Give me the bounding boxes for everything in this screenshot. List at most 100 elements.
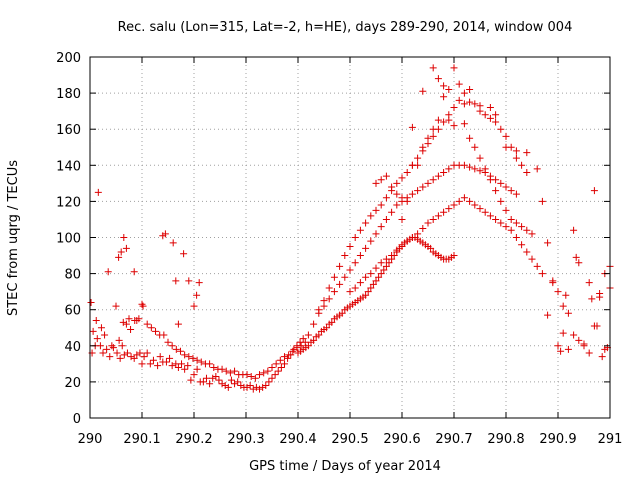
data-point — [143, 349, 151, 357]
data-point — [206, 360, 214, 368]
data-point — [398, 215, 406, 223]
data-point — [362, 219, 370, 227]
data-point — [310, 320, 318, 328]
data-point — [136, 349, 144, 357]
data-point — [277, 363, 285, 371]
data-point — [190, 371, 198, 379]
data-point — [455, 80, 463, 88]
data-point — [189, 354, 197, 362]
data-point — [512, 147, 520, 155]
data-point — [112, 302, 120, 310]
data-point — [172, 277, 180, 285]
data-point — [471, 201, 479, 209]
data-point — [533, 165, 541, 173]
data-point — [101, 331, 109, 339]
data-point — [419, 87, 427, 95]
data-point — [382, 215, 390, 223]
data-point — [372, 264, 380, 272]
data-point — [268, 363, 276, 371]
data-point — [372, 179, 380, 187]
data-point — [538, 270, 546, 278]
data-point — [146, 360, 154, 368]
data-point — [234, 378, 242, 386]
data-point — [120, 234, 128, 241]
data-point — [181, 365, 189, 373]
data-point — [518, 223, 526, 231]
data-point — [362, 244, 370, 252]
data-point — [369, 280, 377, 288]
data-point — [590, 187, 598, 195]
data-point — [92, 317, 100, 325]
data-point — [152, 327, 160, 335]
data-point — [149, 356, 157, 364]
data-point — [429, 125, 437, 133]
data-point — [429, 176, 437, 184]
data-point — [122, 244, 130, 252]
data-point — [372, 277, 380, 285]
data-point — [127, 326, 135, 334]
data-point — [476, 102, 484, 110]
data-point — [212, 372, 220, 380]
data-point — [403, 197, 411, 205]
data-point — [174, 363, 182, 371]
data-point — [512, 219, 520, 227]
data-point — [445, 165, 453, 173]
data-point — [265, 378, 273, 386]
data-point — [544, 311, 552, 319]
data-point — [424, 219, 432, 227]
data-point — [276, 356, 284, 364]
data-point — [518, 241, 526, 249]
data-point — [104, 268, 112, 276]
data-point — [178, 360, 186, 368]
data-point — [497, 219, 505, 227]
x-tick-label: 290.2 — [175, 432, 212, 447]
data-point — [564, 309, 572, 317]
data-point — [143, 320, 151, 328]
data-point — [460, 100, 468, 108]
y-axis-label: STEC from uqrg / TECUs — [6, 160, 21, 316]
data-point — [528, 230, 536, 238]
data-point — [486, 212, 494, 220]
data-point — [471, 165, 479, 173]
data-point — [195, 279, 203, 287]
data-point — [259, 383, 267, 391]
data-point — [262, 382, 270, 390]
data-point — [466, 134, 474, 142]
data-point — [512, 234, 520, 241]
data-point — [440, 82, 448, 90]
data-point — [351, 284, 359, 292]
data-point — [414, 154, 422, 162]
data-point — [221, 382, 229, 390]
data-point — [393, 190, 401, 198]
data-point — [299, 335, 307, 343]
data-point — [445, 205, 453, 213]
data-point — [385, 259, 393, 267]
x-tick-label: 290.6 — [383, 432, 420, 447]
data-point — [243, 383, 251, 391]
data-point — [256, 371, 264, 379]
data-point — [486, 104, 494, 112]
data-point — [434, 172, 442, 180]
data-point — [476, 167, 484, 175]
data-point — [372, 206, 380, 214]
data-point — [544, 239, 552, 247]
data-point — [364, 288, 372, 296]
data-point — [185, 353, 193, 361]
data-point — [320, 297, 328, 305]
data-point — [139, 302, 147, 310]
data-point — [330, 273, 338, 281]
data-point — [94, 188, 102, 196]
data-point — [497, 197, 505, 205]
data-point — [181, 351, 189, 359]
data-point — [585, 279, 593, 287]
data-point — [116, 354, 124, 362]
data-point — [486, 176, 494, 184]
y-tick-label: 60 — [64, 304, 81, 319]
data-point — [367, 270, 375, 278]
data-point — [388, 252, 396, 260]
data-point — [97, 324, 105, 332]
data-point — [197, 358, 205, 366]
data-point — [559, 329, 567, 337]
data-point — [596, 289, 604, 297]
data-point — [328, 318, 336, 326]
